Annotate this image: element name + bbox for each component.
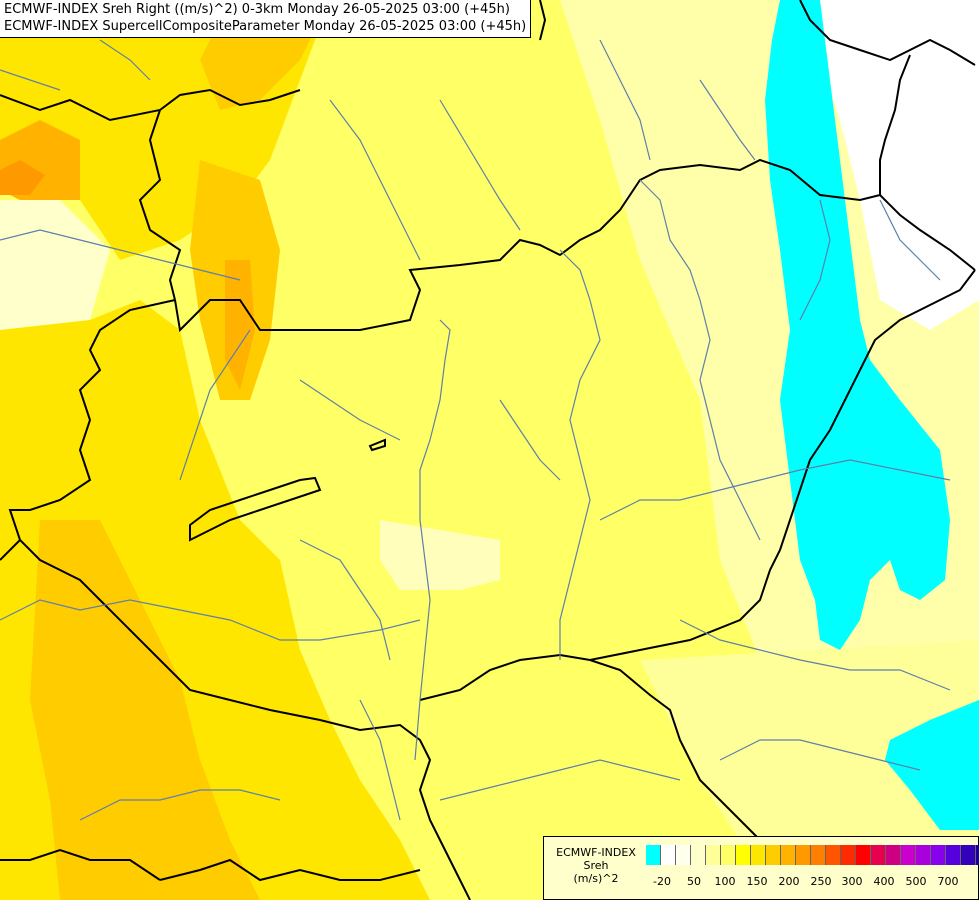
legend-label: 100 — [714, 875, 736, 888]
white-area — [800, 0, 979, 330]
legend-swatch — [736, 845, 751, 865]
legend-title-line1: ECMWF-INDEX — [556, 846, 636, 859]
legend-swatch — [706, 845, 721, 865]
legend-swatch — [901, 845, 916, 865]
legend-swatch — [931, 845, 946, 865]
legend-labels: -20 50 100 150 200 250 300 400 500 700 — [646, 875, 976, 889]
legend-swatch — [961, 845, 976, 865]
legend-label: 150 — [746, 875, 768, 888]
legend-swatch — [721, 845, 736, 865]
legend-swatch — [841, 845, 856, 865]
legend-swatch — [946, 845, 961, 865]
light-center — [380, 520, 500, 590]
legend-label: 200 — [778, 875, 800, 888]
legend-swatch — [811, 845, 826, 865]
legend-swatch — [886, 845, 901, 865]
legend-swatch — [766, 845, 781, 865]
rivers — [0, 39, 951, 821]
legend-label: 500 — [905, 875, 927, 888]
title-line-1: ECMWF-INDEX Sreh Right ((m/s)^2) 0-3km M… — [4, 2, 510, 17]
legend-swatch — [781, 845, 796, 865]
legend-title-line3: (m/s)^2 — [573, 872, 619, 885]
legend-swatch — [976, 845, 979, 865]
orange-spot — [0, 160, 45, 195]
chart-title-box: ECMWF-INDEX Sreh Right ((m/s)^2) 0-3km M… — [0, 0, 532, 38]
legend-swatch — [646, 845, 661, 865]
legend-swatch — [751, 845, 766, 865]
cyan-zone — [765, 0, 950, 650]
legend-swatch — [871, 845, 886, 865]
orange-west — [30, 520, 260, 900]
pale-zone-south — [640, 640, 979, 900]
legend-swatch — [661, 845, 676, 865]
legend-swatch — [856, 845, 871, 865]
orange-core-north — [225, 260, 255, 390]
light-west — [0, 200, 110, 330]
legend-title: ECMWF-INDEX Sreh (m/s)^2 — [548, 846, 644, 885]
legend-label: 400 — [873, 875, 895, 888]
legend-label: 250 — [810, 875, 832, 888]
legend-swatch — [796, 845, 811, 865]
color-legend: ECMWF-INDEX Sreh (m/s)^2 -20 50 100 150 200 2… — [543, 836, 979, 900]
legend-label: -20 — [653, 875, 671, 888]
legend-swatch — [826, 845, 841, 865]
legend-swatch — [691, 845, 706, 865]
legend-title-line2: Sreh — [583, 859, 609, 872]
legend-swatch — [676, 845, 691, 865]
legend-color-scale — [646, 845, 979, 865]
legend-label: 50 — [687, 875, 701, 888]
legend-label: 300 — [841, 875, 863, 888]
title-line-2: ECMWF-INDEX SupercellCompositeParameter … — [4, 19, 527, 34]
legend-label: 700 — [937, 875, 959, 888]
cyan-zone-south — [885, 700, 979, 830]
legend-swatch — [916, 845, 931, 865]
